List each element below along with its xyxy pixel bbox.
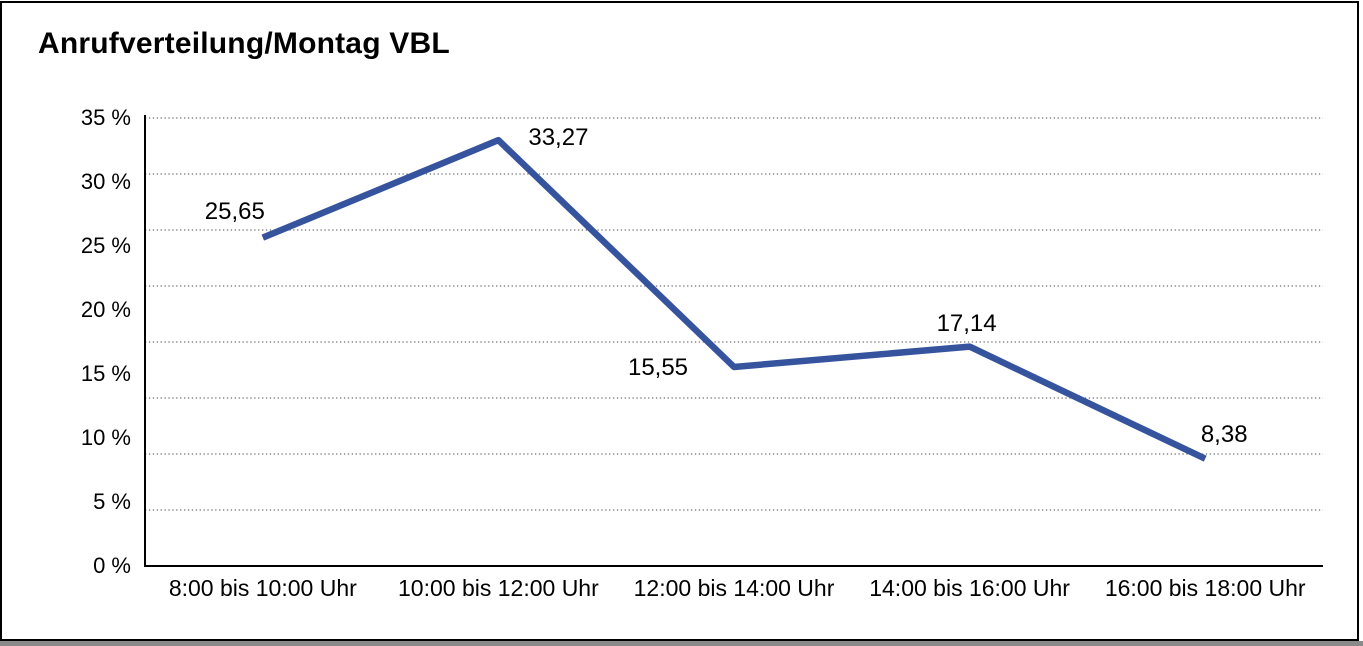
bottom-window-edge <box>0 641 1363 646</box>
y-axis-tick-label: 35 % <box>80 105 131 130</box>
data-value-label: 17,14 <box>936 309 997 337</box>
data-value-label: 15,55 <box>627 353 689 381</box>
x-axis-category-label: 12:00 bis 14:00 Uhr <box>633 575 835 601</box>
data-value-label: 25,65 <box>204 197 265 225</box>
data-value-label: 33,27 <box>528 124 589 152</box>
y-axis-tick-label: 20 % <box>80 297 131 322</box>
gridlines <box>145 117 1323 511</box>
x-axis-category-label: 14:00 bis 16:00 Uhr <box>869 575 1070 601</box>
y-axis-tick-label: 0 % <box>93 553 131 578</box>
y-axis-tick-label: 30 % <box>80 169 131 194</box>
axis-lines <box>144 115 1323 567</box>
x-axis-category-label: 16:00 bis 18:00 Uhr <box>1104 575 1306 601</box>
y-axis-tick-label: 5 % <box>93 489 131 514</box>
y-axis-tick-label: 25 % <box>80 233 131 258</box>
data-series-line <box>261 136 1207 462</box>
chart-title: Anrufverteilung/Montag VBL <box>38 27 450 60</box>
x-axis-category-label: 8:00 bis 10:00 Uhr <box>168 575 357 601</box>
y-axis-tick-label: 15 % <box>80 361 131 386</box>
y-axis-tick-label: 10 % <box>80 425 131 450</box>
x-axis-category-label: 10:00 bis 12:00 Uhr <box>398 575 599 601</box>
data-value-label: 8,38 <box>1200 420 1248 448</box>
